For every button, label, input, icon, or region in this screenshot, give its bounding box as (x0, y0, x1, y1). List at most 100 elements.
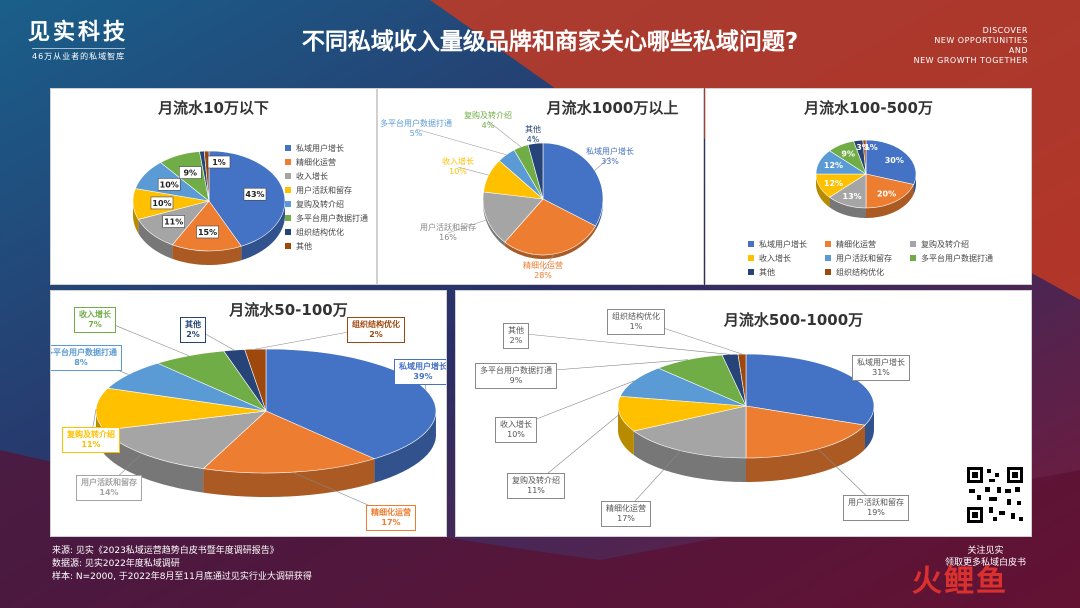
pie-slice-2 (633, 405, 747, 459)
pie-side-2 (829, 197, 866, 218)
pie-side-2 (138, 219, 173, 259)
slice-label-5: 9% (183, 169, 197, 178)
label-box (157, 178, 181, 191)
legend-label: 用户活跃和留存 (296, 185, 352, 195)
leader-line (447, 219, 488, 234)
chart-panel-5m-10m: 月流水500-1000万 私域用户增长 31% 用户活跃和留存 19% 精细化运营 17%… (455, 290, 1032, 537)
pie-slice-7 (244, 348, 267, 412)
slice-label-6: 其他 4% (493, 125, 573, 145)
label-box (178, 166, 202, 179)
slice-label-4: 多平台用户数据打通 8% (50, 345, 122, 371)
slice-name: 私域用户增长 (857, 358, 905, 367)
legend-label: 收入增长 (296, 171, 328, 181)
slice-value: 11% (81, 440, 101, 449)
slice-label-3: 收入增长 10% (418, 157, 498, 177)
footer-notes: 来源: 见实《2023私域运营趋势白皮书暨年度调研报告》 数据源: 见实2022… (52, 546, 312, 582)
label-box (196, 225, 219, 239)
leader-line (415, 128, 507, 156)
slice-label-6: 3% (856, 143, 870, 152)
slice-value: 2% (509, 336, 523, 345)
slice-label-2: 用户活跃和留存 14% (76, 475, 142, 501)
legend-item: 用户活跃和留存 (825, 251, 892, 265)
label-box (162, 215, 185, 228)
slice-label-7: 组织结构优化 2% (347, 317, 405, 343)
pie-slice-0 (542, 142, 604, 227)
legend-swatch (285, 201, 291, 207)
slice-value: 28% (534, 271, 552, 280)
pie-side-1 (746, 425, 866, 482)
legend-label: 组织结构优化 (296, 227, 344, 237)
leader-line (594, 156, 611, 171)
legend-label: 组织结构优化 (836, 267, 884, 277)
slice-value: 10% (449, 167, 467, 176)
slice-label-5: 9% (841, 150, 855, 159)
legend-item: 精细化运营 (285, 155, 368, 169)
slice-value: 19% (867, 508, 885, 517)
pie-side-2 (633, 431, 746, 482)
slice-value: 1% (629, 322, 643, 331)
legend-item: 其他 (748, 265, 807, 279)
pie-slice-1 (745, 405, 866, 459)
legend-swatch (285, 145, 291, 151)
pie-side-2 (104, 430, 204, 493)
slice-label-7: 1% (864, 143, 878, 152)
legend-item: 复购及转介绍 (285, 197, 368, 211)
legend-swatch (285, 229, 291, 235)
legend-item: 其他 (285, 239, 368, 253)
slice-value: 9% (509, 376, 523, 385)
legend-label: 精细化运营 (296, 157, 336, 167)
leader-line (487, 120, 522, 148)
label-box (207, 155, 231, 169)
legend-swatch (910, 255, 916, 261)
pie-side-0 (595, 198, 603, 230)
slice-label-0: 43% (245, 190, 264, 199)
slice-value: 8% (74, 358, 88, 367)
legend-swatch (285, 159, 291, 165)
chart-panel-1m-5m: 30% 20% 13% 12% 12% 9% 3% 1% 月流水100-500万 私域用户增长… (705, 88, 1032, 285)
leader-line (535, 413, 620, 484)
slice-label-3: 10% (152, 199, 171, 208)
legend-swatch (825, 269, 831, 275)
pie-depth (133, 200, 285, 265)
pie-slice-0 (865, 139, 917, 185)
legend-item: 多平台用户数据打通 (285, 211, 368, 225)
label-box (243, 187, 267, 201)
pie-slice-3 (617, 395, 747, 432)
slice-value: 16% (439, 233, 457, 242)
slice-label-7: 组织结构优化 1% (607, 309, 665, 335)
legend-swatch (910, 241, 916, 247)
slice-name: 多平台用户数据打通 (50, 348, 117, 357)
tagline: DISCOVER NEW OPPORTUNITIES AND NEW GROWTH … (913, 26, 1028, 65)
slice-name: 收入增长 (442, 157, 474, 166)
legend-item: 组织结构优化 (825, 265, 892, 279)
slice-label-1: 精细化运营 17% (366, 505, 416, 531)
page-title: 不同私域收入量级品牌和商家关心哪些私域问题? (301, 29, 799, 55)
legend-label: 其他 (296, 241, 312, 251)
slice-name: 组织结构优化 (352, 320, 400, 329)
legend-swatch (748, 269, 754, 275)
legend-label: 复购及转介绍 (296, 199, 344, 209)
legend: 私域用户增长 精细化运营 收入增长 用户活跃和留存 复购及转介绍 多平台用户数据打通 组织结… (285, 141, 368, 253)
pie-side-1 (172, 244, 242, 265)
slice-label-2: 精细化运营 17% (601, 501, 651, 527)
legend-item: 复购及转介绍 (910, 237, 993, 251)
legend-swatch (748, 255, 754, 261)
slice-name: 私域用户增长 (586, 147, 634, 156)
slice-label-6: 其他 2% (503, 323, 529, 349)
slice-value: 4% (526, 135, 540, 144)
legend-label: 精细化运营 (836, 239, 876, 249)
pie-chart (415, 120, 611, 272)
qr-code (965, 465, 1025, 525)
legend-label: 私域用户增长 (759, 239, 807, 249)
slice-name: 其他 (185, 320, 201, 329)
legend-swatch (285, 173, 291, 179)
chart-title: 月流水500-1000万 (723, 311, 864, 329)
slice-value: 5% (409, 129, 423, 138)
slice-label-4: 多平台用户数据打通 5% (378, 119, 456, 139)
pie-slice-0 (745, 353, 875, 426)
slice-name: 复购及转介绍 (464, 111, 512, 120)
slice-label-5: 收入增长 7% (74, 307, 116, 333)
pie-slice-1 (202, 410, 376, 474)
pie-side-0 (913, 173, 916, 195)
slice-label-2: 11% (164, 218, 183, 227)
